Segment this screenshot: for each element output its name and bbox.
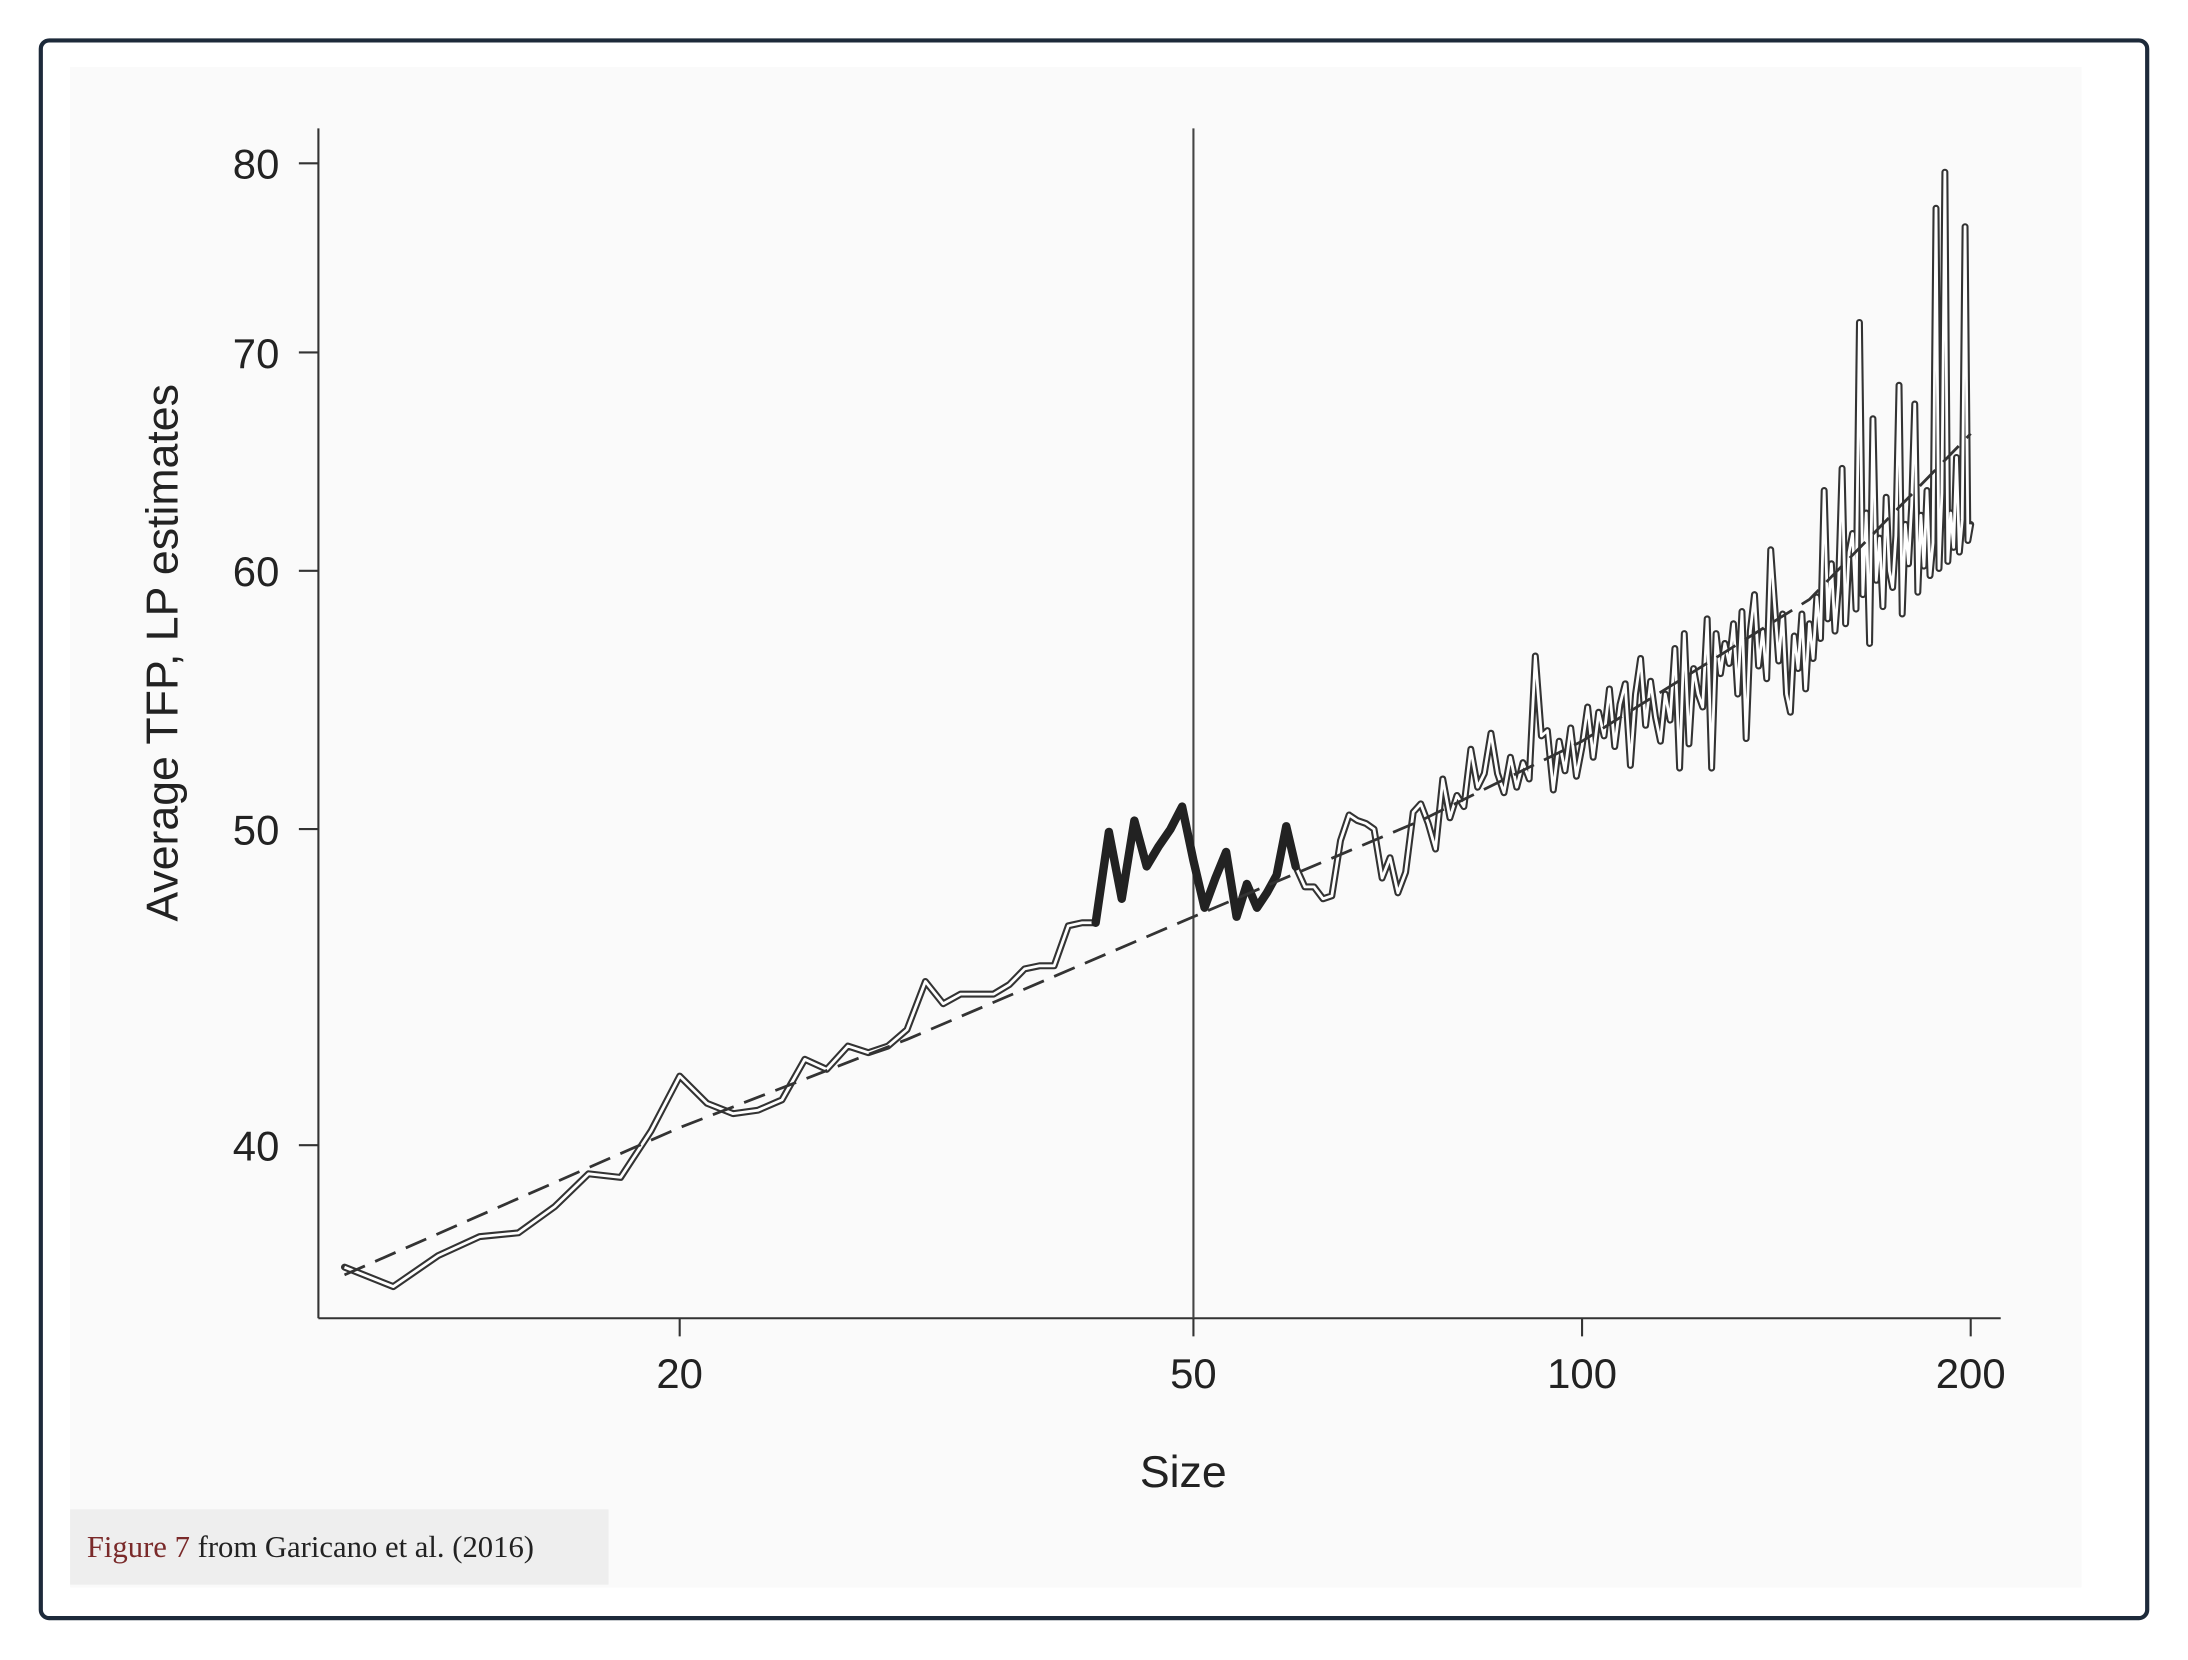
y-axis-label: Average TFP, LP estimates: [139, 384, 188, 921]
caption-text: from Garicano et al. (2016): [198, 1530, 534, 1564]
fit-line: [343, 432, 1972, 1277]
y-tick-label: 50: [233, 806, 280, 853]
data-line-inner: [343, 170, 1973, 1288]
x-tick-label: 100: [1547, 1350, 1617, 1397]
figure-background: [70, 66, 2082, 1588]
x-axis-label: Size: [1140, 1448, 1227, 1497]
highlight-line: [1091, 802, 1300, 927]
x-tick-label: 200: [1936, 1350, 2006, 1397]
caption-box: [70, 1509, 609, 1585]
y-tick-label: 40: [233, 1123, 280, 1170]
y-tick-label: 70: [233, 330, 280, 377]
x-tick-label: 50: [1170, 1350, 1217, 1397]
y-tick-label: 80: [233, 141, 280, 188]
x-tick-label: 20: [656, 1350, 703, 1397]
caption-link[interactable]: Figure 7: [87, 1530, 190, 1564]
y-tick-label: 60: [233, 548, 280, 595]
caption: Figure 7 from Garicano et al. (2016): [87, 1530, 534, 1564]
